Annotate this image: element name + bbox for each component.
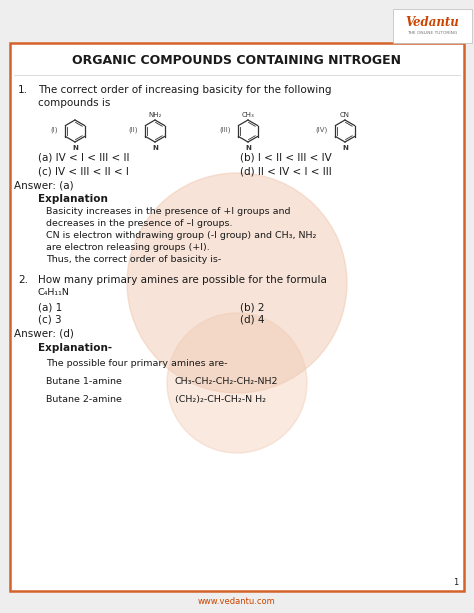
Text: N: N <box>72 145 78 151</box>
Text: (III): (III) <box>219 127 231 133</box>
Text: Thus, the correct order of basicity is-: Thus, the correct order of basicity is- <box>46 255 221 264</box>
Text: N: N <box>245 145 251 151</box>
Text: NH₂: NH₂ <box>148 112 162 118</box>
Text: (II): (II) <box>128 127 138 133</box>
Text: (IV): (IV) <box>316 127 328 133</box>
Text: (c) IV < III < II < I: (c) IV < III < II < I <box>38 166 129 176</box>
Text: Basicity increases in the presence of +I groups and: Basicity increases in the presence of +I… <box>46 207 291 216</box>
Text: (a) 1: (a) 1 <box>38 302 62 312</box>
Text: compounds is: compounds is <box>38 98 110 108</box>
Text: The correct order of increasing basicity for the following: The correct order of increasing basicity… <box>38 85 331 95</box>
Text: The possible four primary amines are-: The possible four primary amines are- <box>46 359 228 368</box>
Text: N: N <box>342 145 348 151</box>
Text: Explanation: Explanation <box>38 194 108 204</box>
Text: CH₃-CH₂-CH₂-CH₂-NH2: CH₃-CH₂-CH₂-CH₂-NH2 <box>175 377 279 386</box>
Text: CN: CN <box>340 112 350 118</box>
Circle shape <box>127 173 347 393</box>
Text: decreases in the presence of –I groups.: decreases in the presence of –I groups. <box>46 219 233 228</box>
Text: (c) 3: (c) 3 <box>38 315 62 325</box>
FancyBboxPatch shape <box>393 9 472 43</box>
Text: Answer: (d): Answer: (d) <box>14 329 74 339</box>
Text: (d) II < IV < I < III: (d) II < IV < I < III <box>240 166 332 176</box>
Text: (b) I < II < III < IV: (b) I < II < III < IV <box>240 153 332 163</box>
Text: (b) 2: (b) 2 <box>240 302 264 312</box>
Text: How many primary amines are possible for the formula: How many primary amines are possible for… <box>38 275 327 285</box>
Text: ORGANIC COMPOUNDS CONTAINING NITROGEN: ORGANIC COMPOUNDS CONTAINING NITROGEN <box>73 55 401 67</box>
Text: www.vedantu.com: www.vedantu.com <box>198 596 276 606</box>
Text: N: N <box>152 145 158 151</box>
FancyBboxPatch shape <box>10 43 464 591</box>
Text: are electron releasing groups (+I).: are electron releasing groups (+I). <box>46 243 210 252</box>
Text: Explanation-: Explanation- <box>38 343 112 353</box>
Text: (I): (I) <box>51 127 58 133</box>
Text: Butane 2-amine: Butane 2-amine <box>46 395 122 404</box>
Circle shape <box>167 313 307 453</box>
Text: CN is electron withdrawing group (-I group) and CH₃, NH₂: CN is electron withdrawing group (-I gro… <box>46 231 316 240</box>
Text: THE ONLINE TUTORING: THE ONLINE TUTORING <box>407 31 457 35</box>
Text: 1.: 1. <box>18 85 28 95</box>
Text: 1: 1 <box>453 578 458 587</box>
Text: 2.: 2. <box>18 275 28 285</box>
Text: CH₃: CH₃ <box>242 112 255 118</box>
Text: (CH₂)₂-CH-CH₂-N H₂: (CH₂)₂-CH-CH₂-N H₂ <box>175 395 266 404</box>
Text: C₄H₁₁N: C₄H₁₁N <box>38 288 70 297</box>
Text: Butane 1-amine: Butane 1-amine <box>46 377 122 386</box>
Text: (d) 4: (d) 4 <box>240 315 264 325</box>
Text: Answer: (a): Answer: (a) <box>14 180 73 190</box>
Text: (a) IV < I < III < II: (a) IV < I < III < II <box>38 153 129 163</box>
Text: Vedantu: Vedantu <box>405 17 459 29</box>
